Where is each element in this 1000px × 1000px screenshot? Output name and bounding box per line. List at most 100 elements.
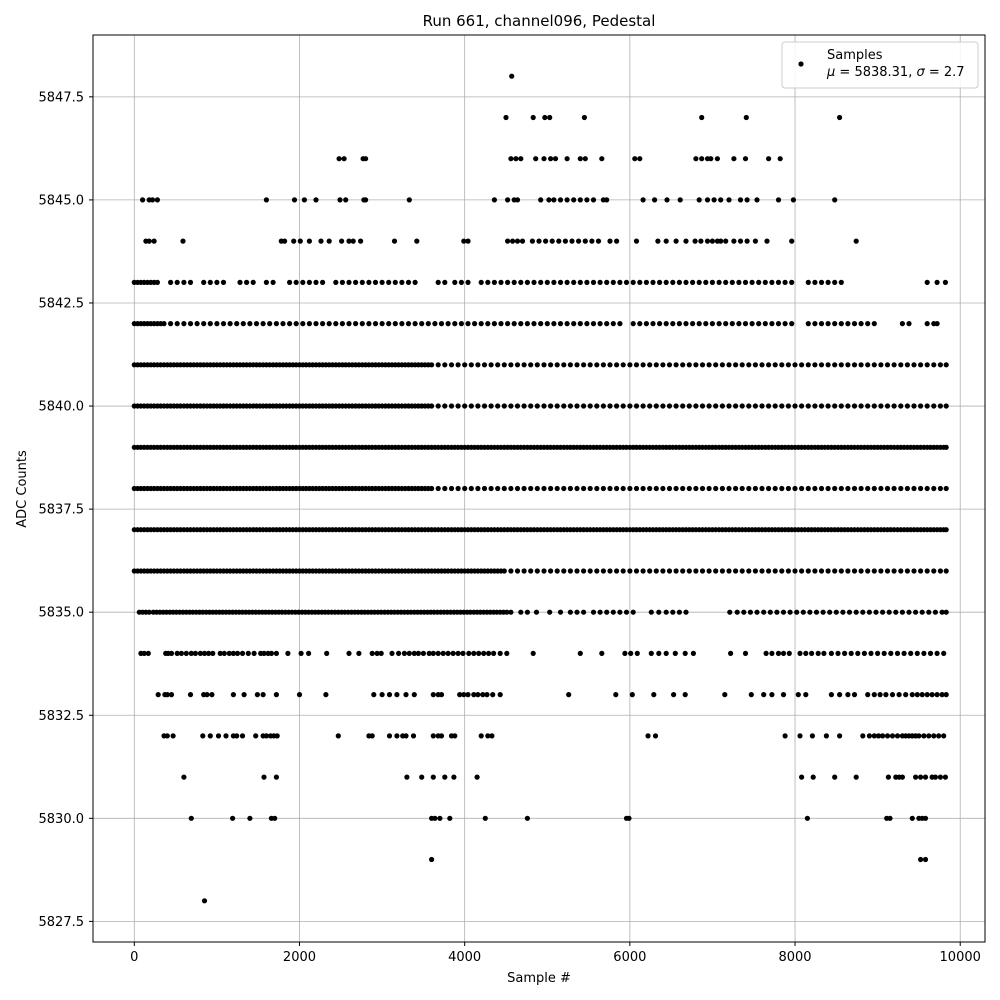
data-point xyxy=(268,650,274,657)
data-point xyxy=(574,568,580,574)
data-point xyxy=(842,650,848,657)
data-point xyxy=(548,156,554,162)
data-point xyxy=(911,568,917,574)
data-point xyxy=(476,650,482,657)
data-point xyxy=(458,279,464,285)
data-point xyxy=(412,279,418,285)
data-point xyxy=(577,197,583,203)
data-point xyxy=(617,321,623,327)
data-point xyxy=(481,485,488,492)
data-point xyxy=(326,321,332,327)
data-point xyxy=(414,238,420,244)
data-point xyxy=(604,609,610,615)
data-point xyxy=(366,321,372,327)
data-point xyxy=(918,774,924,780)
data-point xyxy=(899,609,906,615)
data-point xyxy=(866,733,873,739)
data-point xyxy=(323,692,329,698)
data-point xyxy=(371,692,377,698)
data-point xyxy=(772,568,778,574)
data-point xyxy=(660,362,666,368)
data-point xyxy=(772,403,778,409)
y-tick-label: 5827.5 xyxy=(39,915,85,930)
data-point xyxy=(386,321,392,327)
data-point xyxy=(557,279,564,285)
data-point xyxy=(805,568,811,574)
data-point xyxy=(567,362,574,368)
data-point xyxy=(871,733,877,739)
data-point xyxy=(904,485,911,492)
data-point xyxy=(614,568,620,574)
data-point xyxy=(548,485,554,492)
data-point xyxy=(943,362,949,368)
data-point xyxy=(594,362,600,368)
data-point xyxy=(741,609,747,615)
data-point xyxy=(630,321,636,327)
data-point xyxy=(574,609,580,615)
data-point xyxy=(511,321,517,327)
data-point xyxy=(534,568,540,574)
data-point xyxy=(174,650,180,657)
data-point xyxy=(391,238,398,244)
data-point xyxy=(713,568,719,574)
data-point xyxy=(703,279,709,285)
data-point xyxy=(518,609,524,615)
data-point xyxy=(600,403,607,409)
data-point xyxy=(871,568,877,574)
data-point xyxy=(230,692,236,698)
data-point xyxy=(584,197,590,203)
data-point xyxy=(756,321,762,327)
data-point xyxy=(704,238,711,244)
data-point xyxy=(865,403,871,409)
data-point xyxy=(504,650,510,657)
data-point xyxy=(693,485,699,492)
data-point xyxy=(919,692,925,698)
data-point xyxy=(752,403,759,409)
y-tick-label: 5832.5 xyxy=(39,709,85,724)
data-point xyxy=(699,114,705,121)
data-point xyxy=(865,362,871,368)
data-point xyxy=(346,279,352,285)
data-point xyxy=(495,485,501,492)
data-point xyxy=(544,321,550,327)
data-point xyxy=(547,609,553,615)
data-point xyxy=(244,279,250,285)
data-point xyxy=(766,485,772,492)
data-point xyxy=(253,321,260,327)
data-point xyxy=(634,650,640,657)
data-point xyxy=(934,692,940,698)
data-point xyxy=(809,733,816,739)
data-point xyxy=(898,362,904,368)
data-point xyxy=(174,321,180,327)
data-point xyxy=(719,568,726,574)
data-point xyxy=(226,650,232,657)
data-point xyxy=(699,568,706,574)
data-point xyxy=(775,279,782,285)
data-point xyxy=(728,650,734,657)
data-point xyxy=(698,238,704,244)
data-point xyxy=(145,650,151,657)
data-point xyxy=(403,733,409,739)
data-point xyxy=(497,692,503,698)
data-point xyxy=(709,279,716,285)
data-point xyxy=(161,321,167,327)
data-point xyxy=(554,485,560,492)
data-point xyxy=(430,692,436,698)
data-point xyxy=(445,321,451,327)
data-point xyxy=(556,238,562,244)
data-point xyxy=(866,609,873,615)
data-point xyxy=(411,692,417,698)
data-point xyxy=(696,279,702,285)
data-point xyxy=(918,485,924,492)
data-point xyxy=(260,321,266,327)
data-point xyxy=(597,609,603,615)
data-point xyxy=(461,692,467,698)
data-point xyxy=(680,403,686,409)
data-point xyxy=(690,321,696,327)
data-point xyxy=(711,197,717,203)
data-point xyxy=(943,568,949,574)
data-point xyxy=(247,815,253,821)
data-point xyxy=(943,609,949,615)
data-point xyxy=(475,362,481,368)
data-point xyxy=(918,856,924,863)
